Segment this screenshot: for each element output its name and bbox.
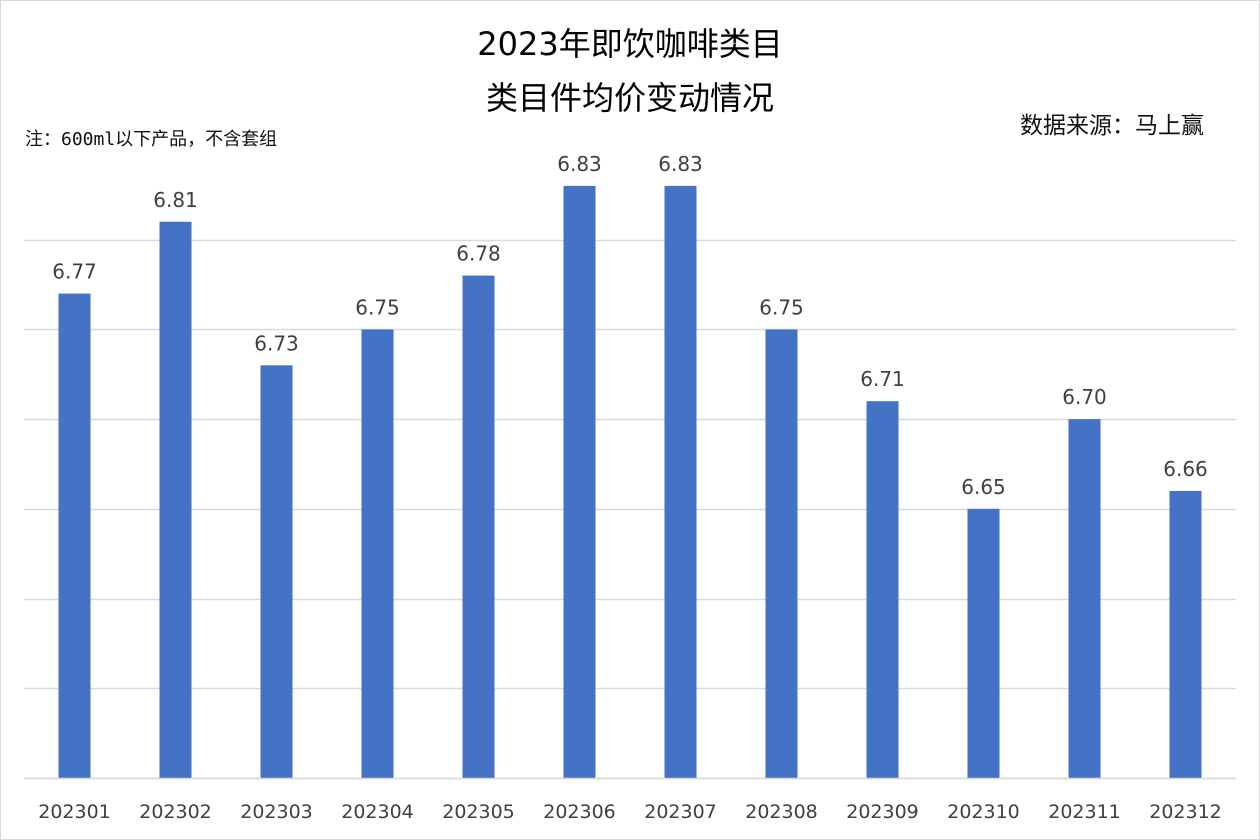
bar-value-label-202305: 6.78 <box>456 242 501 266</box>
bar-202306 <box>563 185 596 778</box>
x-tick-label-202312: 202312 <box>1149 801 1222 823</box>
x-tick-label-202309: 202309 <box>846 801 919 823</box>
x-tick-label-202301: 202301 <box>38 801 111 823</box>
bar-202305 <box>462 275 495 778</box>
x-tick-label-202310: 202310 <box>947 801 1020 823</box>
x-tick-label-202304: 202304 <box>341 801 414 823</box>
bar-202311 <box>1068 419 1101 778</box>
bar-value-label-202312: 6.66 <box>1163 457 1208 481</box>
bar-value-label-202310: 6.65 <box>961 475 1006 499</box>
bar-value-label-202308: 6.75 <box>759 295 804 319</box>
bar-202301 <box>58 293 91 778</box>
x-tick-label-202311: 202311 <box>1048 801 1121 823</box>
x-tick-label-202306: 202306 <box>543 801 616 823</box>
bar-value-label-202302: 6.81 <box>153 188 198 212</box>
x-tick-label-202307: 202307 <box>644 801 717 823</box>
bar-value-label-202303: 6.73 <box>254 331 299 355</box>
x-tick-label-202303: 202303 <box>240 801 313 823</box>
bar-202304 <box>361 329 394 778</box>
bar-value-label-202306: 6.83 <box>557 152 602 176</box>
chart-note: 注：600ml以下产品，不含套组 <box>25 129 278 150</box>
bar-202309 <box>866 401 899 778</box>
bar-202312 <box>1169 490 1202 778</box>
chart-title-line2: 类目件均价变动情况 <box>485 79 774 117</box>
bar-202303 <box>260 365 293 778</box>
x-tick-label-202302: 202302 <box>139 801 212 823</box>
data-source-label: 数据来源：马上赢 <box>1020 113 1204 139</box>
x-tick-label-202308: 202308 <box>745 801 818 823</box>
bar-value-label-202311: 6.70 <box>1062 385 1107 409</box>
bar-value-label-202309: 6.71 <box>860 367 905 391</box>
bar-value-label-202301: 6.77 <box>52 260 97 284</box>
x-tick-label-202305: 202305 <box>442 801 515 823</box>
bar-202308 <box>765 329 798 778</box>
bar-202307 <box>664 185 697 778</box>
bar-202302 <box>159 221 192 778</box>
bar-202310 <box>967 508 1000 778</box>
bar-value-label-202307: 6.83 <box>658 152 703 176</box>
chart-title-line1: 2023年即饮咖啡类目 <box>477 25 783 63</box>
bar-value-label-202304: 6.75 <box>355 295 400 319</box>
